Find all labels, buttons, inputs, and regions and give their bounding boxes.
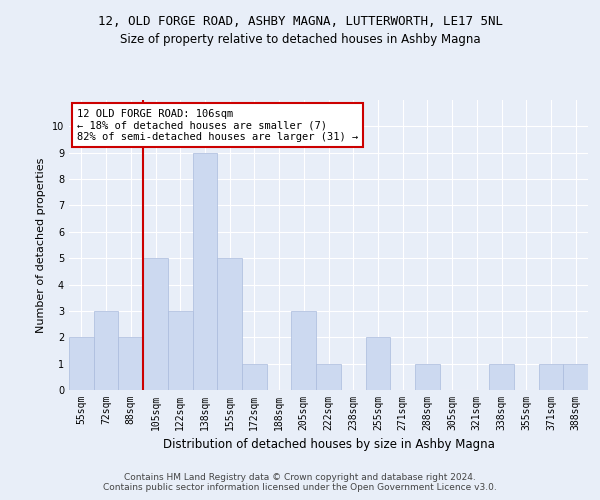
Bar [539, 364, 563, 390]
Text: 12, OLD FORGE ROAD, ASHBY MAGNA, LUTTERWORTH, LE17 5NL: 12, OLD FORGE ROAD, ASHBY MAGNA, LUTTERW… [97, 15, 503, 28]
Text: Size of property relative to detached houses in Ashby Magna: Size of property relative to detached ho… [119, 32, 481, 46]
Y-axis label: Number of detached properties: Number of detached properties [37, 158, 46, 332]
Bar [242, 364, 267, 390]
Bar [292, 311, 316, 390]
Bar [489, 364, 514, 390]
Bar [94, 311, 118, 390]
Bar [168, 311, 193, 390]
Text: Contains HM Land Registry data © Crown copyright and database right 2024.
Contai: Contains HM Land Registry data © Crown c… [103, 473, 497, 492]
Bar [69, 338, 94, 390]
Bar [563, 364, 588, 390]
Bar [143, 258, 168, 390]
Bar [217, 258, 242, 390]
Bar [118, 338, 143, 390]
Bar [193, 152, 217, 390]
Bar [316, 364, 341, 390]
Bar [415, 364, 440, 390]
X-axis label: Distribution of detached houses by size in Ashby Magna: Distribution of detached houses by size … [163, 438, 494, 452]
Bar [365, 338, 390, 390]
Text: 12 OLD FORGE ROAD: 106sqm
← 18% of detached houses are smaller (7)
82% of semi-d: 12 OLD FORGE ROAD: 106sqm ← 18% of detac… [77, 108, 358, 142]
